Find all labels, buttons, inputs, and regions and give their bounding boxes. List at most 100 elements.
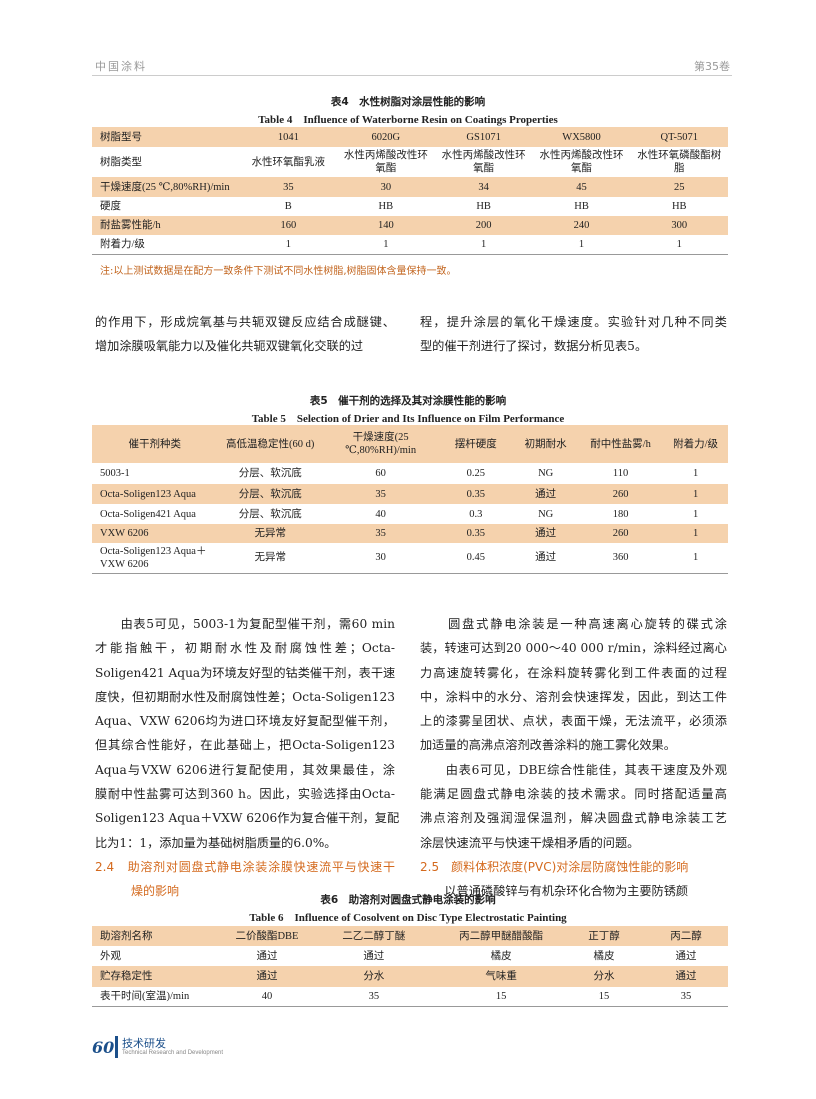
table-cell: 气味重 [485,971,517,982]
table-cell: 正丁醇 [588,930,620,942]
text-line: 度快，但初期耐水性及耐腐蚀性差；Octa-Soligen123 [95,689,395,704]
table-cell: QT-5071 [660,131,699,143]
table-cell: 1 [692,508,699,520]
journal-name: 中国涂料 [95,60,147,73]
text-line: 由表5可见，5003-1为复配型催干剂，需60 min [95,617,395,631]
body-left-column: 由表5可见，5003-1为复配型催干剂，需60 min 才能指触干，初期耐水性及耐… [95,612,400,904]
table-cell: 0.45 [466,552,485,564]
section-heading-2-4: 燥的影响 [95,884,180,899]
table-cell: 1 [383,238,389,250]
table-cell: 丙二醇 [670,930,702,942]
table-cell: 表干时间(室温)/min [100,990,190,1002]
text-line: 中，涂料中的水分、溶剂会快速挥发，因此，到达工件 [420,689,727,704]
table-cell: 丙二醇甲醚醋酸酯 [459,930,544,942]
table-cell: 分层、软沉底 [238,468,302,479]
table-cell: 助溶剂名称 [100,930,153,942]
table-cell: 360 [612,552,629,564]
table-cell: 初期耐水 [524,438,567,450]
table-cell: 240 [573,220,590,231]
text-line: Soligen123 Aqua＋VXW 6206作为复合催干剂，复配 [95,811,400,826]
table-cell: 分层、软沉底 [238,508,302,520]
table-row: 树脂类型 水性环氧酯乳液 水性丙烯酸改性环氧酯 水性丙烯酸改性环氧酯 水性丙烯酸改性环氧… [92,147,728,177]
table-cell: 干燥速度(25 ℃,80%RH)/min [100,181,230,193]
table-row: 贮存稳定性 通过 分水 气味重 分水 通过 [92,966,728,987]
table-cell: 30 [375,552,386,564]
paragraph-left: 的作用下，形成烷氧基与共轭双键反应结合成醚键、 增加涂膜吸氧能力以及催化共轭双键氧… [95,310,395,359]
table-cell: 通过 [256,950,278,962]
table-cell: 通过 [675,950,697,962]
text-line: 装，转速可达到20 000～40 000 r/min，涂料经过离心 [420,641,727,656]
table-cell: 摆杆硬度 [454,438,497,450]
table-cell: 树脂型号 [100,131,142,143]
table-cell: 水性丙烯酸改性环氧酯 [343,150,428,174]
text-line: 膜耐中性盐雾可达到360 h。因此，实验选择由Octa- [95,787,395,802]
footer-section-cn: 技术研发 [122,1037,166,1050]
table-cell: 水性丙烯酸改性环氧酯 [441,150,526,174]
table-cell: Octa-Soligen421 Aqua [100,508,196,520]
table-cell: GS1071 [466,131,501,143]
table-row: Octa-Soligen123 Aqua＋VXW 6206 无异常 30 0.45 通过… [92,543,728,573]
table-cell: 0.25 [466,468,485,479]
table-cell: B [284,201,292,212]
table-cell: 1 [692,488,699,500]
text-line: 才能指触干，初期耐水性及耐腐蚀性差；Octa- [95,641,395,656]
table-cell: 1 [285,238,291,250]
table-cell: 无异常 [254,528,286,539]
text-line: 以普通磷酸锌与有机杂环化合物为主要防锈颜 [420,884,689,899]
table-cell: 35 [375,488,386,500]
table-cell: 35 [680,990,692,1002]
table4-note: 注:以上测试数据是在配方一致条件下测试不同水性树脂,树脂固体含量保持一致。 [100,266,457,277]
table-cell: 1 [676,238,682,250]
table-cell: Octa-Soligen123 Aqua＋VXW 6206 [100,545,207,570]
footer-section-en: Technical Research and Development [122,1050,224,1056]
table-cell: 35 [283,181,294,193]
table5-caption-en: Table 5 Selection of Drier and Its Influ… [251,413,565,425]
table4-caption-en: Table 4 Influence of Waterborne Resin on… [258,114,558,126]
table-cell: 外观 [100,950,121,962]
table-cell: 高低温稳定性(60 d) [226,438,315,450]
table-cell: 水性丙烯酸改性环氧酯 [539,150,624,174]
table-cell: 34 [478,181,489,193]
table-cell: 橘皮 [593,950,615,962]
table-cell: 45 [576,181,587,193]
text-line: 由表6可见，DBE综合性能佳，其表干速度及外观 [420,762,727,777]
table-cell: 耐中性盐雾/h [590,438,651,450]
text-line: Aqua与VXW 6206进行复配使用，其效果最佳，涂 [95,762,395,777]
section-heading-2-5: 2.5 颜料体积浓度(PVC)对涂层防腐蚀性能的影响 [420,859,689,874]
table-cell: 0.35 [466,488,485,500]
table-cell: 160 [280,220,297,231]
table-cell: 通过 [675,971,697,982]
table-cell: 硬度 [100,201,121,212]
table-cell: 0.3 [469,508,483,520]
table-cell: 水性环氧磷酸酯树脂 [637,150,722,174]
table4: 树脂型号 1041 6020G GS1071 WX5800 QT-5071 树脂类型 水性环氧… [92,127,728,255]
header-rule [92,75,732,76]
table-cell: 通过 [535,528,557,539]
table-header-row: 助溶剂名称 二价酸酯DBE 二乙二醇丁醚 丙二醇甲醚醋酸酯 正丁醇 丙二醇 [92,926,728,946]
table-cell: 水性环氧酯乳液 [251,156,326,168]
table-cell: 40 [261,990,273,1002]
table-cell: 0.35 [466,528,485,539]
table-cell: 60 [375,468,386,479]
text-line: 比为1：1，添加量为基础树脂质量的6.0%。 [95,835,337,850]
table-row: 5003-1 分层、软沉底 60 0.25 NG 110 1 [92,463,728,484]
table-row: 表干时间(室温)/min 40 35 15 15 35 [92,987,728,1006]
table-cell: 180 [612,508,629,520]
table-cell: 15 [495,990,507,1002]
table-cell: 1 [480,238,487,250]
table-row: VXW 6206 无异常 35 0.35 通过 260 1 [92,524,728,543]
table-cell: 1 [578,238,585,250]
table-cell: 6020G [371,131,401,143]
table-cell: HB [476,201,491,212]
table-cell: 15 [598,990,610,1002]
table-row: 外观 通过 通过 橘皮 橘皮 通过 [92,946,728,966]
table-cell: NG [538,468,554,479]
table-cell: 200 [475,220,492,231]
table-cell: 35 [368,990,380,1002]
table-header-row: 催干剂种类 高低温稳定性(60 d) 干燥速度(25 ℃,80%RH)/min 摆杆硬… [92,425,728,463]
footer-bar [115,1036,118,1058]
text-line: 力高速旋转雾化，在涂料旋转雾化到工件表面的过程 [420,665,727,680]
text-line: 程，提升涂层的氧化干燥速度。实验针对几种不同类 [420,315,727,329]
table-cell: Octa-Soligen123 Aqua [100,488,196,500]
table-cell: 30 [380,181,392,193]
